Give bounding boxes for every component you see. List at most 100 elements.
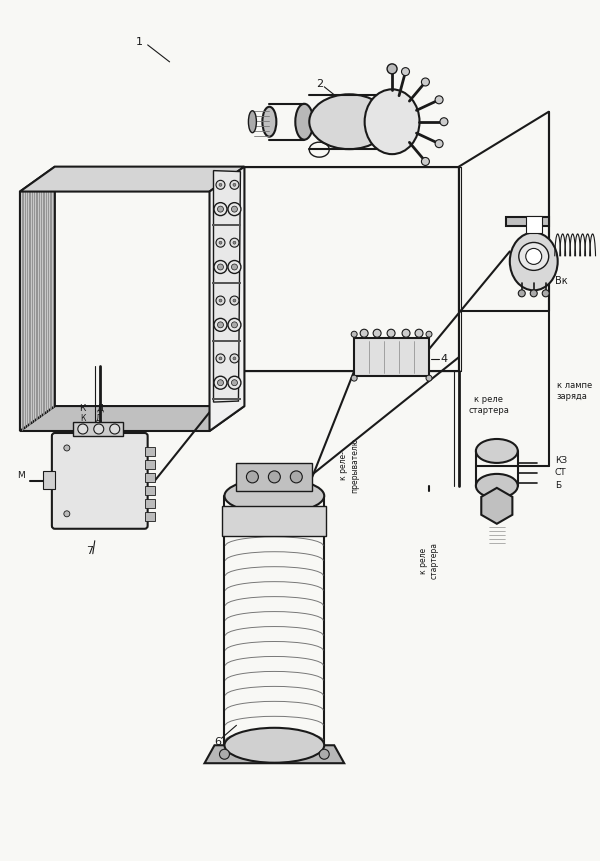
Bar [223, 505, 326, 536]
Bar [212, 340, 241, 342]
Circle shape [233, 183, 236, 186]
Circle shape [216, 296, 225, 305]
Ellipse shape [224, 479, 324, 513]
Circle shape [220, 749, 229, 759]
Circle shape [415, 329, 423, 338]
Circle shape [217, 322, 223, 328]
Circle shape [530, 290, 537, 297]
Circle shape [526, 249, 542, 264]
Circle shape [351, 375, 357, 381]
Circle shape [351, 331, 357, 338]
Text: 7: 7 [86, 546, 94, 555]
Ellipse shape [476, 474, 518, 498]
Bar [145, 447, 155, 456]
Circle shape [217, 264, 223, 270]
Circle shape [232, 206, 238, 212]
Text: к реле
стартера: к реле стартера [419, 542, 439, 579]
Text: 1: 1 [136, 37, 143, 46]
Bar [145, 486, 155, 495]
Bar [354, 338, 429, 376]
Text: К: К [80, 413, 85, 423]
Circle shape [216, 180, 225, 189]
Text: к реле
стартера: к реле стартера [469, 395, 509, 415]
Bar [73, 422, 123, 436]
Text: 4: 4 [440, 354, 448, 364]
Circle shape [440, 118, 448, 126]
Circle shape [78, 424, 88, 434]
Bar [43, 471, 55, 489]
Circle shape [64, 511, 70, 517]
Circle shape [268, 471, 280, 483]
Circle shape [319, 749, 329, 759]
Circle shape [373, 329, 381, 338]
Circle shape [214, 261, 227, 274]
Circle shape [426, 331, 432, 338]
Circle shape [217, 380, 223, 386]
Ellipse shape [262, 107, 277, 137]
Circle shape [402, 329, 410, 338]
Circle shape [247, 471, 259, 483]
Polygon shape [209, 167, 244, 431]
Circle shape [217, 206, 223, 212]
Circle shape [426, 375, 432, 381]
Circle shape [233, 357, 236, 360]
Circle shape [230, 296, 239, 305]
Polygon shape [481, 488, 512, 523]
Bar [145, 499, 155, 508]
Circle shape [228, 319, 241, 331]
Circle shape [219, 183, 222, 186]
Circle shape [228, 261, 241, 274]
Ellipse shape [295, 104, 313, 139]
Bar [526, 215, 542, 233]
Ellipse shape [365, 90, 419, 154]
Circle shape [421, 158, 430, 165]
Circle shape [219, 241, 222, 245]
Text: Д: Д [96, 413, 102, 423]
Text: Вк: Вк [554, 276, 568, 287]
Bar [145, 473, 155, 482]
Circle shape [232, 322, 238, 328]
Circle shape [219, 357, 222, 360]
Bar [236, 463, 312, 491]
Ellipse shape [309, 95, 389, 149]
Text: к лампе
заряда: к лампе заряда [557, 381, 592, 400]
Text: КЗ: КЗ [554, 456, 567, 466]
Circle shape [214, 376, 227, 389]
Polygon shape [20, 406, 244, 431]
Text: К: К [80, 404, 86, 412]
Circle shape [228, 202, 241, 215]
Text: 2: 2 [316, 79, 323, 89]
Circle shape [214, 319, 227, 331]
Ellipse shape [510, 232, 557, 290]
Circle shape [232, 264, 238, 270]
Circle shape [219, 299, 222, 302]
Circle shape [94, 424, 104, 434]
Ellipse shape [224, 728, 324, 763]
Text: к реле-
прерывателю: к реле- прерывателю [340, 438, 359, 493]
Text: 6: 6 [214, 737, 221, 747]
Polygon shape [20, 167, 55, 431]
Polygon shape [506, 216, 549, 226]
Circle shape [387, 329, 395, 338]
Circle shape [216, 354, 225, 362]
Circle shape [228, 376, 241, 389]
Bar [145, 511, 155, 521]
Bar [212, 398, 241, 400]
Circle shape [216, 238, 225, 247]
Text: М: М [17, 471, 25, 480]
Text: Д: Д [96, 404, 103, 412]
Ellipse shape [476, 439, 518, 463]
Circle shape [110, 424, 120, 434]
Circle shape [214, 202, 227, 215]
Bar [145, 460, 155, 469]
Circle shape [232, 380, 238, 386]
Polygon shape [205, 746, 344, 763]
Circle shape [401, 68, 409, 76]
Polygon shape [214, 170, 241, 402]
Circle shape [230, 180, 239, 189]
Circle shape [387, 64, 397, 74]
Polygon shape [20, 167, 244, 191]
Circle shape [290, 471, 302, 483]
Circle shape [518, 290, 525, 297]
Ellipse shape [248, 111, 256, 133]
